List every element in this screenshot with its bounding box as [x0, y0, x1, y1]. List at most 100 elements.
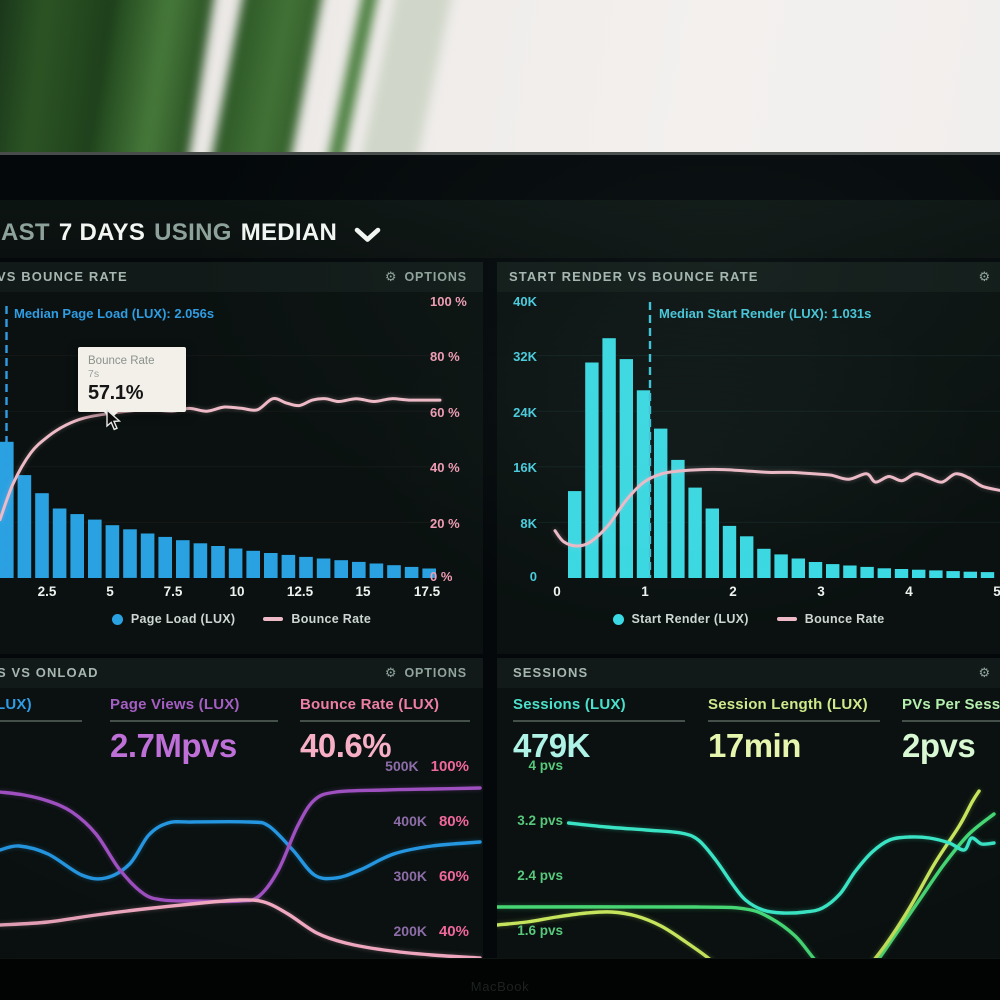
laptop-bezel: MacBook	[0, 958, 1000, 1000]
stat-label: LUX)	[0, 696, 32, 713]
panel-title: S VS ONLOAD	[0, 665, 99, 680]
k-axis-label: 500K	[385, 758, 419, 774]
stat-label: Session Length (LUX)	[708, 696, 868, 713]
stat-underline	[0, 720, 82, 722]
legend-item[interactable]: Bounce Rate	[263, 612, 371, 626]
stat-sessions-lux-: Sessions (LUX) 479K	[513, 696, 685, 765]
onload-chart	[0, 786, 482, 958]
y-tick-label: 80 %	[430, 349, 460, 364]
axis-row: 500K 100%	[385, 758, 469, 775]
pct-axis-label: 40%	[438, 923, 469, 940]
stat-underline	[902, 720, 1000, 722]
panel-vs-onload: S VS ONLOAD ⚙ OPTIONS LUX) Page Views (LU…	[0, 658, 483, 958]
stat-underline	[300, 720, 470, 722]
x-tick-label: 1	[641, 584, 649, 599]
panel-title: SESSIONS	[513, 665, 589, 680]
x-tick-label: 10	[229, 584, 245, 599]
legend-item[interactable]: Page Load (LUX)	[111, 612, 236, 626]
dashboard-topbar	[0, 200, 1000, 258]
y-tick-label: 24K	[513, 405, 537, 420]
legend-label: Start Render (LUX)	[631, 612, 749, 626]
stat-lux-: LUX)	[0, 696, 82, 722]
gear-icon: ⚙	[978, 269, 991, 285]
stat-label: PVs Per Session (LUX)	[902, 696, 1000, 713]
tooltip-subtitle: 7s	[88, 368, 100, 380]
timeframe-selector[interactable]: LAST 7 DAYS USING MEDIAN	[0, 216, 381, 250]
timeframe-word: USING	[154, 219, 232, 246]
x-tick-label: 7.5	[163, 584, 183, 599]
x-tick-label: 12.5	[286, 584, 314, 599]
stat-value: 40.6%	[300, 727, 392, 764]
panel-page-load-vs-bounce-rate: VS BOUNCE RATE ⚙ OPTIONS Median Page Loa…	[0, 262, 483, 654]
options-label: OPTIONS	[404, 666, 467, 680]
pvs-axis-label: 3.2 pvs	[517, 813, 563, 828]
median-page-load-annotation: Median Page Load (LUX): 2.056s	[14, 306, 215, 321]
options-button[interactable]: ⚙	[978, 658, 991, 688]
options-button[interactable]: ⚙ OPTIONS	[385, 262, 467, 292]
mouse-cursor-icon	[106, 409, 122, 431]
x-tick-label: 15	[355, 584, 371, 599]
k-axis-label: 400K	[393, 813, 427, 829]
stat-page-views-lux-: Page Views (LUX) 2.7Mpvs	[110, 696, 278, 765]
legend-item[interactable]: Bounce Rate	[776, 612, 885, 626]
x-tick-label: 2.5	[37, 584, 57, 599]
stat-label: Page Views (LUX)	[110, 696, 240, 713]
legend-dot-icon	[111, 613, 123, 625]
y-tick-label: 0 %	[430, 569, 453, 584]
k-axis-label: 300K	[393, 868, 427, 884]
panel-sessions: SESSIONS ⚙ Sessions (LUX) 479K Session Len…	[497, 658, 1000, 958]
brand-text: MacBook	[470, 979, 530, 994]
chart-legend: Page Load (LUX) Bounce Rate	[0, 612, 483, 626]
legend-label: Bounce Rate	[291, 612, 372, 626]
pct-axis-label: 100%	[430, 758, 469, 775]
y-tick-label: 16K	[513, 460, 537, 475]
chart-legend: Start Render (LUX) Bounce Rate	[497, 612, 1000, 626]
pct-axis-label: 60%	[438, 868, 469, 885]
x-tick-label: 4	[905, 584, 913, 599]
panel-title: START RENDER VS BOUNCE RATE	[509, 269, 759, 284]
axis-row: 300K 60%	[394, 868, 470, 885]
x-tick-label: 0	[553, 584, 561, 599]
options-label: OPTIONS	[404, 270, 467, 284]
panel-title: VS BOUNCE RATE	[0, 269, 128, 284]
sessions-chart	[497, 789, 996, 958]
stat-label: Bounce Rate (LUX)	[300, 696, 440, 713]
panel-header: S VS ONLOAD ⚙ OPTIONS	[0, 658, 483, 688]
legend-line-icon	[776, 617, 797, 621]
pct-axis-label: 80%	[438, 813, 469, 830]
options-button[interactable]: ⚙ OPTIONS	[385, 658, 467, 688]
x-tick-label: 2	[729, 584, 737, 599]
pvs-axis-label: 2.4 pvs	[517, 868, 563, 883]
chevron-down-icon[interactable]	[354, 227, 381, 243]
tooltip-value: 57.1%	[88, 382, 144, 404]
stat-bounce-rate-lux-: Bounce Rate (LUX) 40.6%	[300, 696, 470, 765]
panel-header: START RENDER VS BOUNCE RATE ⚙	[497, 262, 1000, 292]
plant-leaves	[0, 0, 520, 207]
stat-value: 17min	[708, 727, 801, 764]
y-tick-label: 8K	[520, 516, 537, 531]
legend-label: Page Load (LUX)	[130, 612, 236, 626]
panel-header: SESSIONS ⚙	[497, 658, 1000, 688]
x-tick-label: 3	[817, 584, 825, 599]
stat-underline	[708, 720, 880, 722]
y-tick-label: 32K	[513, 349, 537, 364]
stat-underline	[513, 720, 685, 722]
legend-label: Bounce Rate	[804, 612, 885, 626]
panel-header: VS BOUNCE RATE ⚙ OPTIONS	[0, 262, 483, 292]
k-axis-label: 200K	[393, 923, 427, 939]
start-render-chart	[537, 302, 1000, 578]
stat-value: 2pvs	[902, 727, 976, 764]
stat-value: 2.7Mpvs	[110, 727, 237, 764]
pvs-axis-label: 4 pvs	[528, 758, 563, 773]
legend-item[interactable]: Start Render (LUX)	[612, 612, 749, 626]
options-button[interactable]: ⚙	[978, 262, 991, 292]
y-tick-label: 100 %	[430, 294, 467, 309]
y-tick-label: 20 %	[430, 516, 460, 531]
y-tick-label: 40 %	[430, 460, 460, 475]
page-load-chart	[0, 306, 460, 578]
stat-session-length-lux-: Session Length (LUX) 17min	[708, 696, 880, 765]
stat-label: Sessions (LUX)	[513, 696, 626, 713]
legend-dot-icon	[612, 613, 624, 625]
timeframe-word: 7 DAYS	[58, 219, 146, 246]
